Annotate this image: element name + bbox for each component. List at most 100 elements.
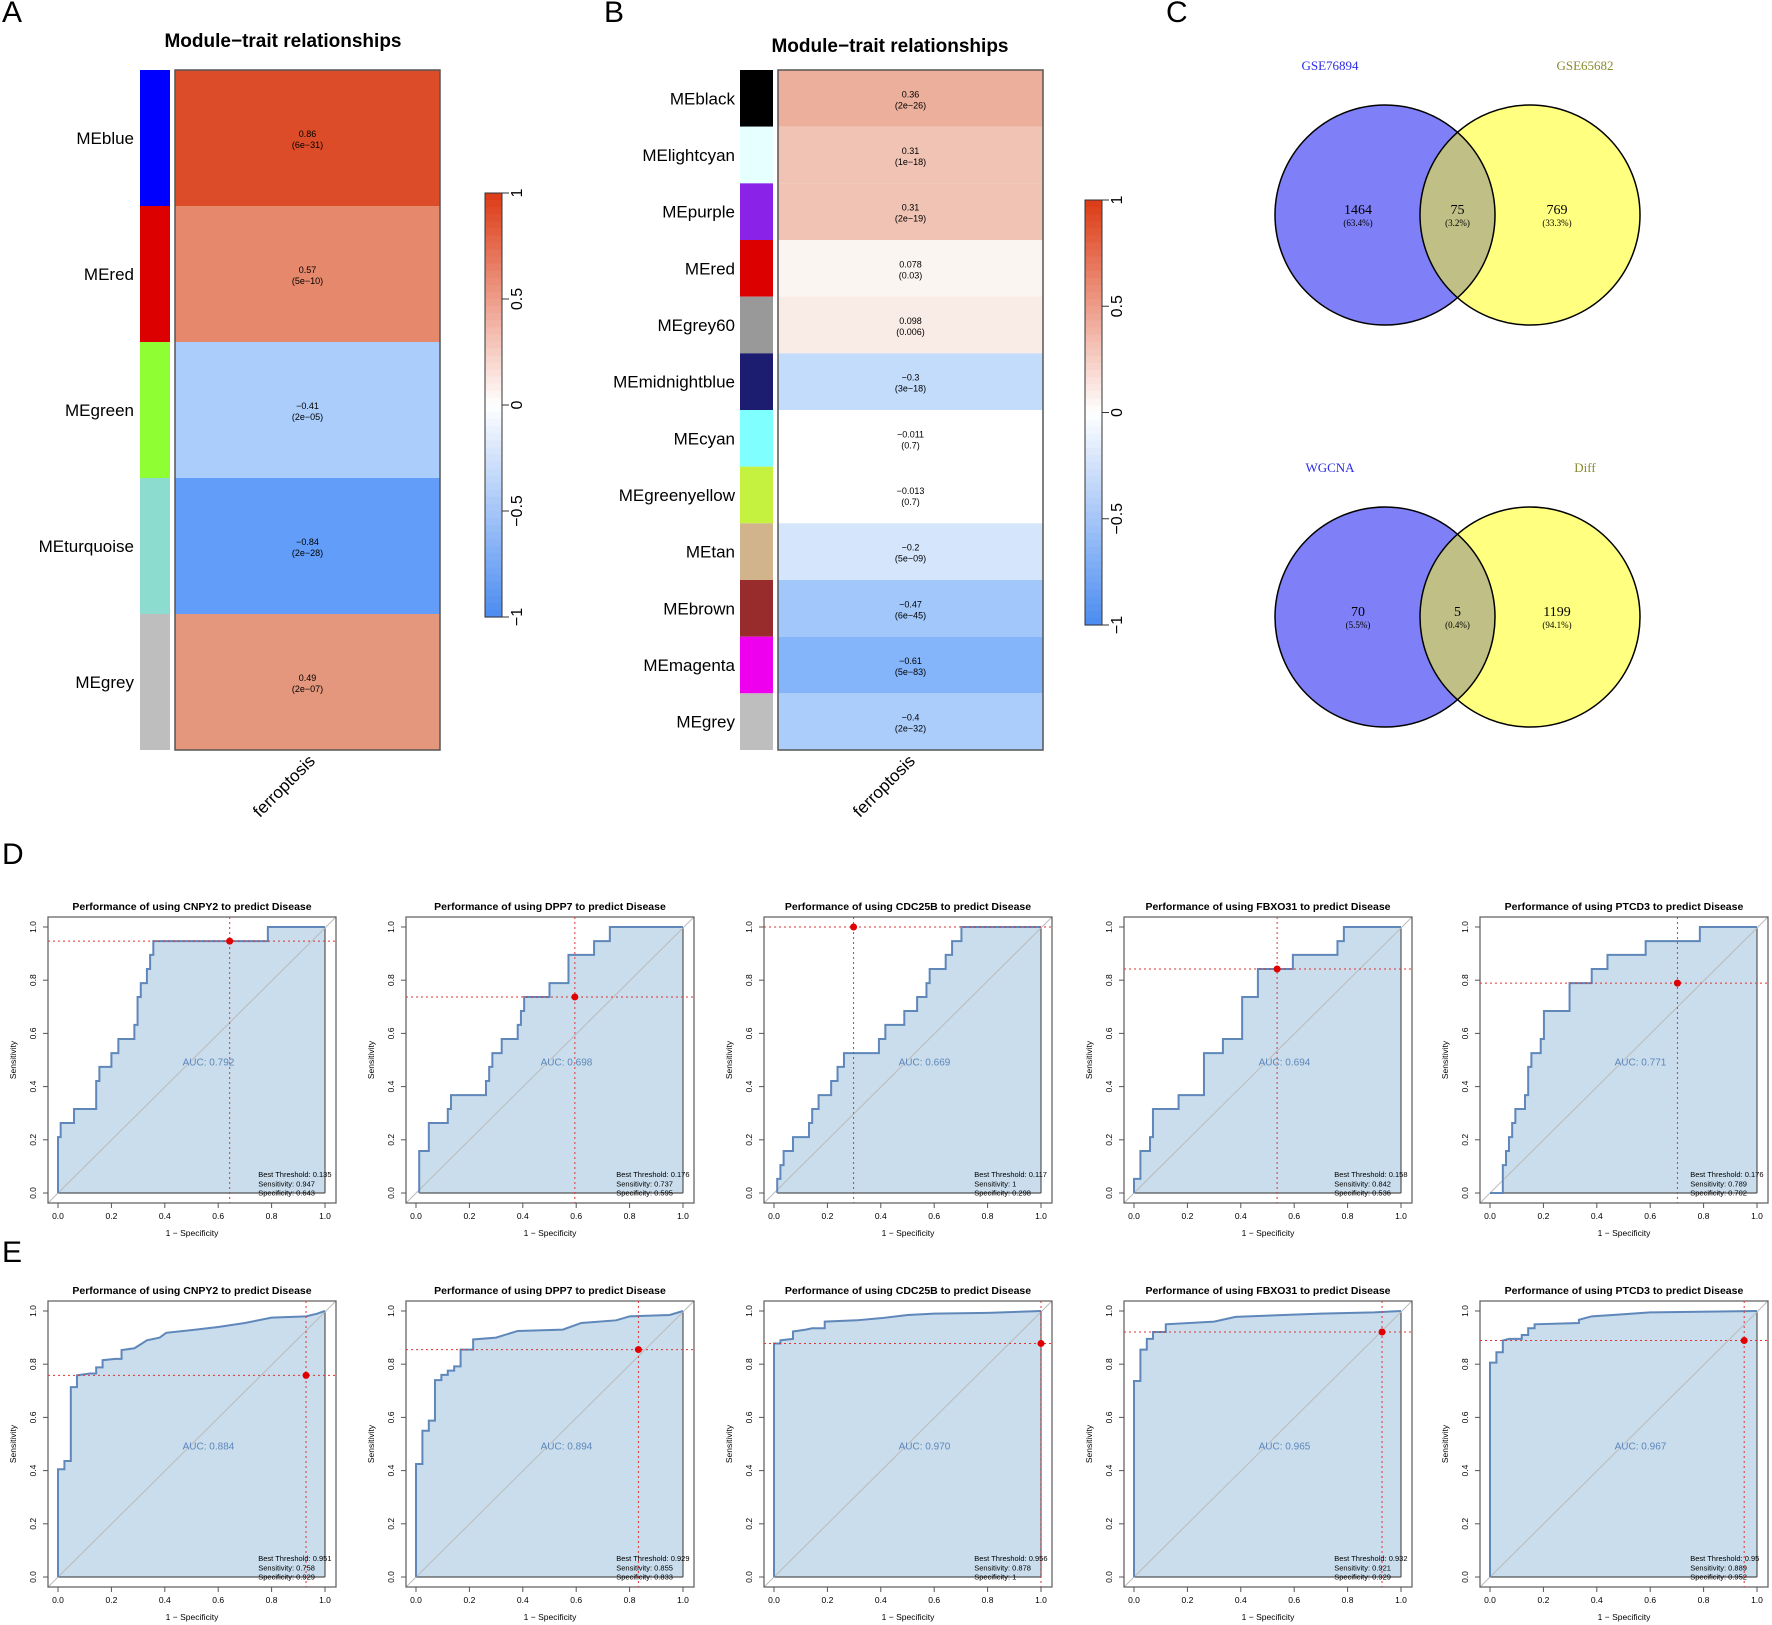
roc-x-tick-label: 0.0 bbox=[1128, 1595, 1140, 1605]
roc-plot-frame bbox=[1123, 1300, 1413, 1588]
roc-y-tick-label: 0.6 bbox=[744, 1027, 754, 1039]
venn-count-label: 5 bbox=[1454, 605, 1461, 620]
colorbar-tick-label: 0 bbox=[509, 400, 526, 409]
heatmap-cell bbox=[175, 614, 440, 750]
module-color-swatch bbox=[740, 70, 773, 127]
roc-best-threshold-text: Best Threshold: 0.158 bbox=[1334, 1170, 1407, 1179]
roc-diagonal bbox=[1123, 916, 1413, 1204]
roc-x-tick-label: 0.0 bbox=[1484, 1211, 1496, 1221]
roc-y-tick-label: 0.6 bbox=[1104, 1027, 1114, 1039]
roc-x-tick-label: 0.0 bbox=[768, 1595, 780, 1605]
roc-y-tick-label: 0.6 bbox=[28, 1411, 38, 1423]
colorbar-segment bbox=[485, 284, 502, 293]
colorbar-segment bbox=[1085, 292, 1102, 300]
roc-specificity-text: Specificity: 1 bbox=[974, 1573, 1016, 1582]
roc-y-tick-label: 0.6 bbox=[1460, 1411, 1470, 1423]
colorbar-segment bbox=[485, 369, 502, 378]
roc-y-tick-label: 0.4 bbox=[744, 1464, 754, 1476]
roc-x-tick-label: 0.8 bbox=[1342, 1211, 1354, 1221]
roc-x-tick-label: 0.8 bbox=[266, 1211, 278, 1221]
roc-sensitivity-text: Sensitivity: 0.842 bbox=[1334, 1179, 1391, 1188]
colorbar-tick-label: −1 bbox=[1109, 616, 1126, 634]
roc-y-tick-label: 0.8 bbox=[1460, 974, 1470, 986]
roc-y-tick-label: 0.0 bbox=[744, 1187, 754, 1199]
venn-outline bbox=[1419, 104, 1641, 326]
colorbar-segment bbox=[485, 320, 502, 328]
roc-x-tick-label: 0.6 bbox=[570, 1595, 582, 1605]
roc-xlabel: 1 − Specificity bbox=[882, 1612, 935, 1622]
roc-best-threshold-point bbox=[226, 937, 234, 945]
roc-xlabel: 1 − Specificity bbox=[166, 1228, 219, 1238]
roc-x-tick-label: 0.4 bbox=[159, 1211, 171, 1221]
roc-x-tick-label: 0.6 bbox=[1644, 1595, 1656, 1605]
roc-y-tick-label: 0.8 bbox=[1104, 974, 1114, 986]
colorbar-segment bbox=[485, 221, 502, 229]
roc-x-tick-label: 0.6 bbox=[212, 1595, 224, 1605]
roc-y-tick-label: 0.0 bbox=[1460, 1187, 1470, 1199]
colorbar-segment bbox=[485, 588, 502, 597]
roc-x-tick-label: 1.0 bbox=[1395, 1211, 1407, 1221]
colorbar-tick-label: 0.5 bbox=[1109, 295, 1126, 317]
venn-percent-label: (5.5%) bbox=[1346, 620, 1371, 630]
colorbar-segment bbox=[1085, 426, 1102, 435]
venn-intersection bbox=[1420, 507, 1495, 727]
colorbar-segment bbox=[485, 390, 502, 399]
colorbar-segment bbox=[485, 440, 502, 448]
venn-percent-label: (3.2%) bbox=[1445, 218, 1470, 228]
roc-best-threshold-text: Best Threshold: 0.176 bbox=[616, 1170, 689, 1179]
roc-y-tick-label: 0.0 bbox=[744, 1571, 754, 1583]
colorbar-segment bbox=[1085, 327, 1102, 336]
venn-percent-label: (63.4%) bbox=[1343, 218, 1372, 228]
colorbar-segment bbox=[485, 277, 502, 286]
roc-title: Performance of using CDC25B to predict D… bbox=[785, 901, 1031, 913]
roc-x-tick-label: 1.0 bbox=[677, 1595, 689, 1605]
module-color-swatch bbox=[140, 478, 170, 614]
venn-count-label: 1464 bbox=[1344, 203, 1372, 218]
colorbar-segment bbox=[1085, 313, 1102, 322]
heatmap-cell bbox=[778, 410, 1043, 467]
venn-set-label: Diff bbox=[1574, 460, 1596, 475]
roc-plot-frame bbox=[763, 916, 1053, 1204]
roc-xlabel: 1 − Specificity bbox=[882, 1228, 935, 1238]
cell-value-label: −0.84 bbox=[296, 537, 319, 547]
roc-y-tick-label: 0.6 bbox=[386, 1411, 396, 1423]
module-color-swatch bbox=[740, 693, 773, 750]
roc-x-tick-label: 1.0 bbox=[319, 1595, 331, 1605]
colorbar-tick-label: 0 bbox=[1109, 408, 1126, 417]
venn-set-label: GSE65682 bbox=[1556, 58, 1613, 73]
colorbar-segment bbox=[1085, 235, 1102, 244]
colorbar-segment bbox=[1085, 540, 1102, 548]
roc-y-tick-label: 0.0 bbox=[1104, 1187, 1114, 1199]
roc-best-threshold-text: Best Threshold: 0.951 bbox=[258, 1554, 331, 1563]
roc-y-tick-label: 0.2 bbox=[386, 1518, 396, 1530]
module-label: MEgrey bbox=[75, 673, 134, 692]
roc-y-tick-label: 1.0 bbox=[1460, 1305, 1470, 1317]
roc-plot-d-fbxo31: Performance of using FBXO31 to predict D… bbox=[1084, 901, 1413, 1238]
roc-y-tick-label: 1.0 bbox=[744, 1305, 754, 1317]
roc-title: Performance of using PTCD3 to predict Di… bbox=[1505, 901, 1744, 913]
colorbar-segment bbox=[485, 376, 502, 385]
colorbar-segment bbox=[1085, 568, 1102, 577]
colorbar-segment bbox=[485, 454, 502, 463]
module-label: MEcyan bbox=[674, 429, 735, 448]
roc-x-tick-label: 0.2 bbox=[1537, 1211, 1549, 1221]
roc-y-tick-label: 0.2 bbox=[1104, 1518, 1114, 1530]
roc-y-tick-label: 0.8 bbox=[1460, 1358, 1470, 1370]
colorbar-segment bbox=[485, 200, 502, 208]
heatmap-panel-a: Module−trait relationships MEblue 0.86(6e−… bbox=[39, 31, 526, 821]
roc-auc-label: AUC: 0.894 bbox=[541, 1441, 593, 1452]
colorbar-segment bbox=[1085, 504, 1102, 513]
roc-x-tick-label: 0.2 bbox=[105, 1595, 117, 1605]
roc-ylabel: Sensitivity bbox=[1440, 1040, 1450, 1079]
roc-ylabel: Sensitivity bbox=[8, 1424, 18, 1463]
cell-value-label: 0.098 bbox=[899, 316, 922, 326]
roc-y-tick-label: 0.2 bbox=[1460, 1518, 1470, 1530]
colorbar-segment bbox=[485, 306, 502, 314]
colorbar-segment bbox=[485, 496, 502, 505]
roc-diagonal bbox=[763, 916, 1053, 1204]
colorbar-segment bbox=[485, 511, 502, 519]
roc-best-threshold-text: Best Threshold: 0.929 bbox=[616, 1554, 689, 1563]
module-color-swatch bbox=[740, 466, 773, 524]
roc-y-tick-label: 0.2 bbox=[744, 1134, 754, 1146]
roc-x-tick-label: 0.4 bbox=[517, 1595, 529, 1605]
